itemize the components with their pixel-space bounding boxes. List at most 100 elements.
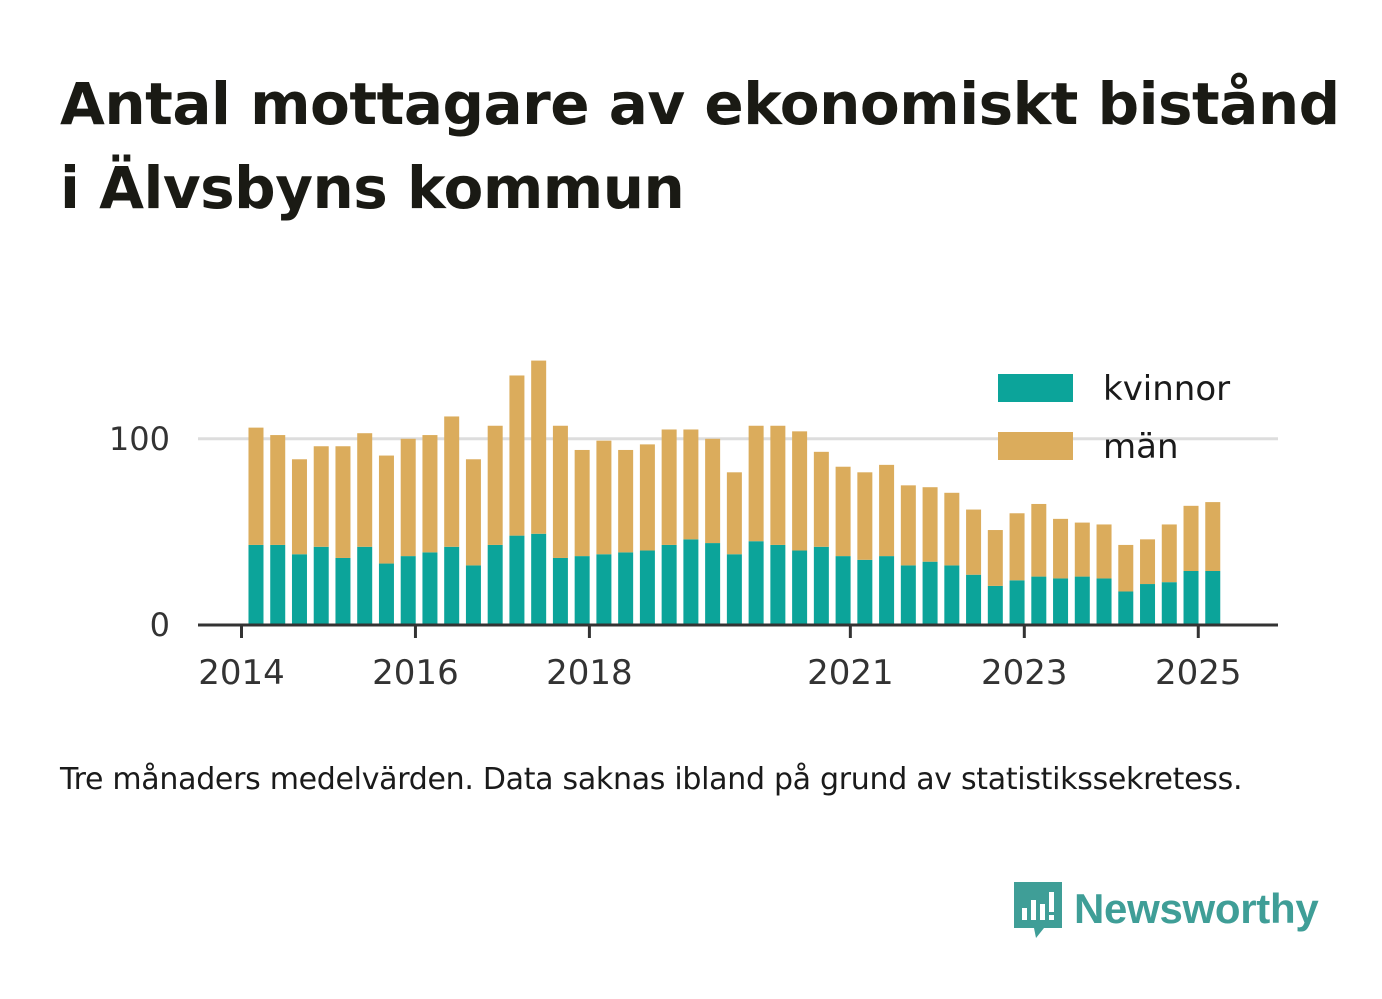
bar-kvinnor [335,557,351,625]
bar-man [487,425,503,545]
bar-kvinnor [1074,576,1090,625]
bar-man [944,492,960,566]
bar-man [422,435,438,553]
bar-kvinnor [531,533,547,625]
bar-man [1053,518,1069,579]
bar-man [248,427,264,545]
bar-man [987,530,1003,586]
bar-kvinnor [792,550,808,625]
bar-man [291,459,307,555]
newsworthy-logo[interactable]: Newsworthy [1010,878,1319,940]
bar-kvinnor [444,546,460,625]
x-tick-label: 2025 [1155,653,1242,693]
bar-man [618,449,634,553]
bar-kvinnor [770,544,786,625]
bar-man [313,446,329,547]
bar-kvinnor [1053,578,1069,625]
bar-man [531,360,547,534]
bar-kvinnor [813,546,829,625]
bar-man [639,444,655,551]
bar-man [465,459,481,566]
chart-title: Antal mottagare av ekonomiskt bistånd i … [60,62,1350,230]
bar-kvinnor [618,552,634,625]
bar-kvinnor [639,550,655,625]
bar-man [1183,505,1199,571]
bar-man [1096,524,1112,579]
bar-man [574,449,590,557]
bar-man [552,425,568,558]
bar-man [270,435,286,545]
bar-man [726,472,742,555]
bar-kvinnor [1118,591,1134,625]
logo-text: Newsworthy [1074,885,1319,932]
bar-kvinnor [596,554,612,625]
bar-kvinnor [378,563,394,625]
bar-man [335,446,351,558]
chart-title-line-1: Antal mottagare av ekonomiskt bistånd [60,70,1340,138]
bar-man [857,472,873,560]
bar-kvinnor [1031,576,1047,625]
bar-man [792,431,808,551]
bar-man [770,425,786,545]
bar-kvinnor [1205,571,1221,625]
x-tick-label: 2016 [372,653,459,693]
legend-label: män [1103,427,1179,467]
bar-kvinnor [357,546,373,625]
bar-kvinnor [879,556,895,625]
chart-title-line-2: i Älvsbyns kommun [60,154,685,222]
x-tick-label: 2023 [981,653,1068,693]
y-tick-label: 100 [109,420,170,458]
bar-kvinnor [313,546,329,625]
bar-man [966,509,982,575]
bar-kvinnor [944,565,960,625]
bar-man [444,416,460,547]
bar-kvinnor [966,574,982,625]
y-tick-label: 0 [150,606,170,644]
bar-man [1118,544,1134,592]
bar-kvinnor [422,552,438,625]
bar-man [1205,502,1221,571]
bar-kvinnor [1140,584,1156,625]
bar-kvinnor [748,541,764,625]
bar-man [357,433,373,547]
bar-kvinnor [922,561,938,625]
footnote: Tre månaders medelvärden. Data saknas ib… [60,762,1243,797]
bar-kvinnor [487,544,503,625]
bar-kvinnor [552,557,568,625]
bar-man [400,438,416,557]
x-tick-label: 2018 [546,653,633,693]
bar-kvinnor [987,585,1003,625]
bar-kvinnor [726,554,742,625]
bar-man [596,440,612,555]
legend-swatch-kvinnor [998,374,1073,402]
x-tick-label: 2021 [807,653,894,693]
bar-man [661,429,677,545]
newsworthy-bar-chart-icon [1014,882,1062,938]
bar-kvinnor [270,544,286,625]
bar-kvinnor [857,559,873,625]
bar-man [1074,522,1090,577]
bar-man [879,464,895,557]
bar-kvinnor [400,556,416,625]
bar-kvinnor [465,565,481,625]
bar-man [509,375,525,536]
bar-man [1009,513,1025,581]
bar-man [378,455,394,564]
legend-label: kvinnor [1103,369,1230,409]
bar-kvinnor [1161,582,1177,625]
bar-man [705,438,721,544]
bar-man [1140,539,1156,585]
bar-kvinnor [1096,578,1112,625]
legend-swatch-man [998,432,1073,460]
bar-man [922,487,938,562]
bar-kvinnor [661,544,677,625]
bar-kvinnor [574,556,590,625]
bar-kvinnor [900,565,916,625]
bar-man [900,485,916,566]
bar-kvinnor [291,554,307,625]
bar-man [813,451,829,547]
bar-kvinnor [1009,580,1025,625]
bar-man [1161,524,1177,583]
bar-man [1031,503,1047,577]
bar-man [748,425,764,542]
